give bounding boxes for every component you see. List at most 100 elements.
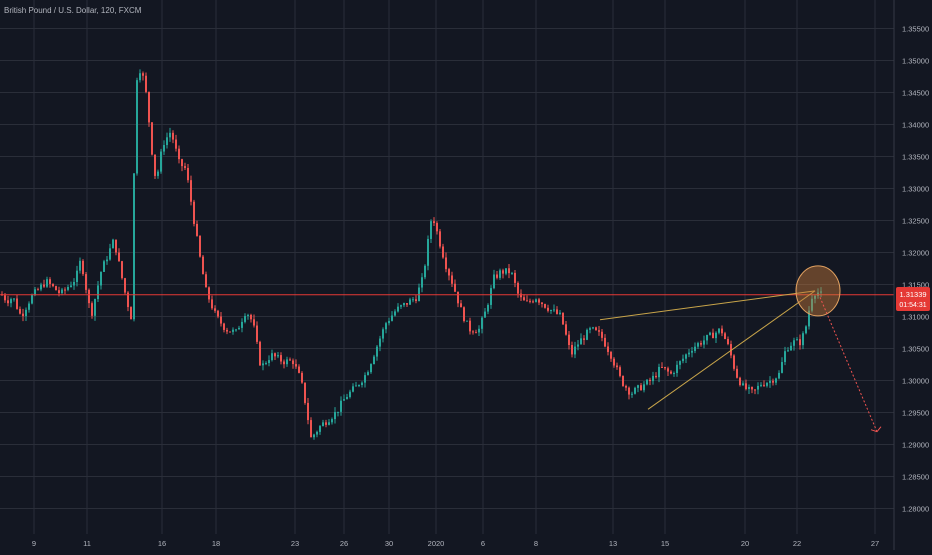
candle-body <box>520 293 522 298</box>
candle-body <box>427 238 429 266</box>
candle-body <box>37 289 39 291</box>
candle-body <box>433 221 435 224</box>
candle-body <box>16 298 18 309</box>
candle-body <box>163 145 165 152</box>
candle-body <box>196 223 198 236</box>
candle-body <box>139 73 141 81</box>
candle-body <box>175 139 177 149</box>
price-axis[interactable]: 1.35500 1.35000 1.34500 1.34000 1.33500 1.330… <box>902 25 929 514</box>
projection-arrow-line[interactable] <box>819 297 878 432</box>
candle-body <box>451 275 453 284</box>
candle-body <box>4 295 6 301</box>
candle-body <box>643 384 645 391</box>
candle-body <box>766 382 768 386</box>
candle-body <box>514 272 516 283</box>
candle-body <box>322 422 324 427</box>
candle-body <box>529 300 531 302</box>
candle-body <box>331 419 333 423</box>
candle-body <box>667 368 669 372</box>
price-tick-label: 1.28000 <box>902 505 929 514</box>
candle-body <box>391 315 393 321</box>
candle-body <box>385 323 387 330</box>
candle-body <box>730 344 732 356</box>
price-tick-label: 1.29500 <box>902 409 929 418</box>
candle-body <box>418 287 420 302</box>
candle-body <box>412 299 414 301</box>
candle-body <box>544 304 546 308</box>
candle-body <box>253 319 255 326</box>
candle-body <box>355 385 357 387</box>
candle-body <box>199 235 201 257</box>
price-tick-label: 1.28500 <box>902 473 929 482</box>
time-tick-label: 30 <box>385 539 393 548</box>
candle-body <box>535 299 537 302</box>
candle-body <box>136 80 138 174</box>
candle-body <box>547 307 549 311</box>
candle-body <box>706 334 708 341</box>
candle-body <box>349 391 351 398</box>
time-tick-label: 15 <box>661 539 669 548</box>
candle-body <box>799 339 801 346</box>
candle-body <box>760 384 762 386</box>
candle-body <box>649 379 651 382</box>
candle-body <box>85 274 87 290</box>
candle-body <box>394 311 396 316</box>
candle-body <box>178 148 180 160</box>
candle-body <box>769 380 771 383</box>
candle-body <box>223 323 225 330</box>
candle-body <box>13 298 15 300</box>
candle-body <box>442 246 444 258</box>
candle-body <box>727 338 729 345</box>
trend-line[interactable] <box>599 290 816 321</box>
price-tick-label: 1.32000 <box>902 249 929 258</box>
candle-body <box>406 303 408 305</box>
candle-body <box>346 397 348 400</box>
candle-body <box>496 274 498 278</box>
last-price-tag: 1.31339 01:54:31 <box>896 287 930 311</box>
candle-body <box>775 378 777 383</box>
candle-body <box>577 344 579 347</box>
candle-body <box>397 306 399 312</box>
candle-body <box>745 383 747 390</box>
time-tick-label: 22 <box>793 539 801 548</box>
candles <box>1 69 822 440</box>
trend-line[interactable] <box>647 290 816 410</box>
candle-body <box>115 239 117 253</box>
time-tick-label: 18 <box>212 539 220 548</box>
candle-body <box>457 291 459 304</box>
candle-body <box>202 256 204 275</box>
candle-body <box>166 137 168 146</box>
candle-body <box>634 387 636 394</box>
candle-body <box>604 337 606 347</box>
candle-body <box>157 171 159 176</box>
candle-body <box>502 270 504 274</box>
time-tick-label: 13 <box>609 539 617 548</box>
candle-body <box>787 350 789 352</box>
candle-body <box>64 289 66 291</box>
candle-body <box>583 338 585 340</box>
candle-body <box>313 434 315 438</box>
candle-body <box>298 366 300 373</box>
candle-body <box>637 385 639 388</box>
candle-body <box>106 259 108 262</box>
highlight-ellipse[interactable] <box>795 265 841 317</box>
candle-body <box>79 260 81 271</box>
drawing-annotations[interactable] <box>0 265 894 433</box>
candle-body <box>685 354 687 359</box>
candle-body <box>193 201 195 224</box>
candle-body <box>712 332 714 339</box>
candle-body <box>622 375 624 386</box>
price-tick-label: 1.33500 <box>902 153 929 162</box>
candle-body <box>472 331 474 333</box>
candle-body <box>121 261 123 279</box>
time-axis[interactable]: 9 11 16 18 23 26 30 2020 6 8 13 15 20 22 27 <box>32 539 879 548</box>
candle-body <box>742 383 744 386</box>
candle-body <box>91 303 93 316</box>
candle-body <box>181 159 183 167</box>
candle-body <box>382 329 384 339</box>
candle-body <box>280 355 282 362</box>
candle-body <box>631 393 633 395</box>
